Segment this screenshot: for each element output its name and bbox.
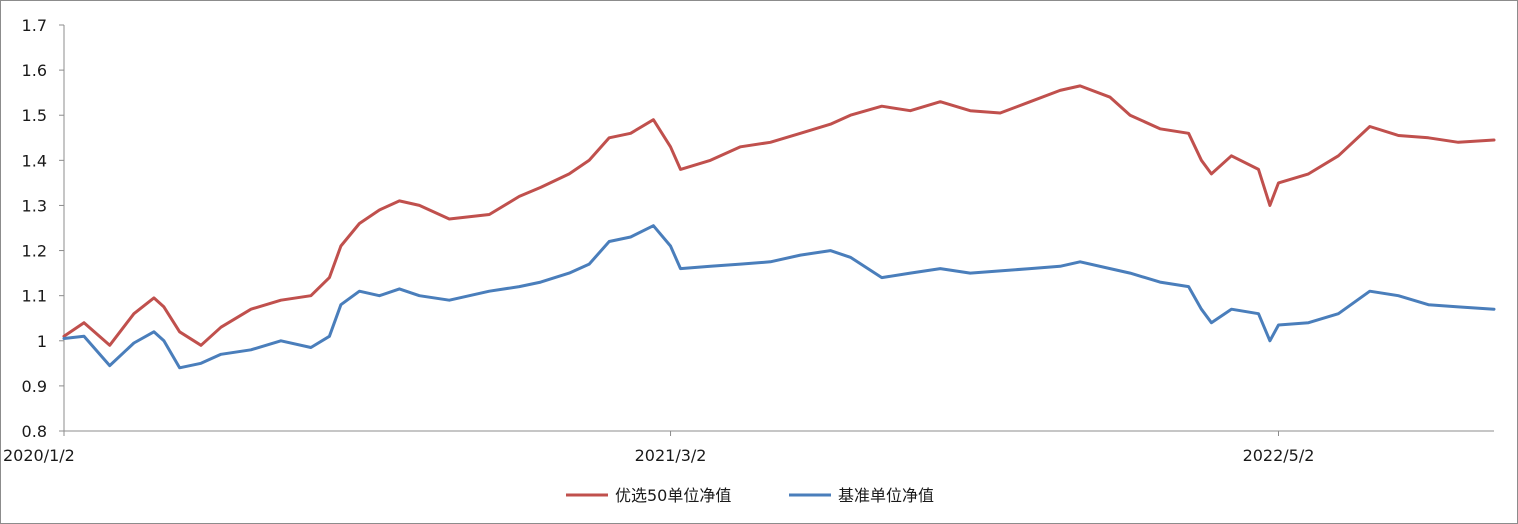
y-tick-label: 1.4 <box>22 151 47 170</box>
y-tick-label: 1.5 <box>22 106 47 125</box>
legend-label-1: 优选50单位净值 <box>615 486 731 505</box>
x-tick-label: 2021/3/2 <box>635 446 707 465</box>
y-tick-label: 1.6 <box>22 61 47 80</box>
y-tick-label: 0.8 <box>22 422 47 441</box>
series-line-2 <box>62 224 1496 370</box>
y-tick-label: 0.9 <box>22 377 47 396</box>
y-tick-label: 1.3 <box>22 196 47 215</box>
x-tick-label: 2020/1/2 <box>3 446 75 465</box>
legend-label-2: 基准单位净值 <box>838 486 934 505</box>
series-lines <box>62 84 1496 370</box>
legend: 优选50单位净值 基准单位净值 <box>566 486 934 505</box>
axes: 0.8 0.9 1 1.1 1.2 1.3 1.4 1.5 1.6 1.7 2020/1/2 2021… <box>3 16 1494 465</box>
y-tick-label: 1.2 <box>22 242 47 261</box>
y-tick-label: 1 <box>37 332 47 351</box>
series-line-1 <box>62 84 1496 347</box>
y-tick-label: 1.1 <box>22 287 47 306</box>
x-tick-label: 2022/5/2 <box>1243 446 1315 465</box>
y-tick-label: 1.7 <box>22 16 47 35</box>
